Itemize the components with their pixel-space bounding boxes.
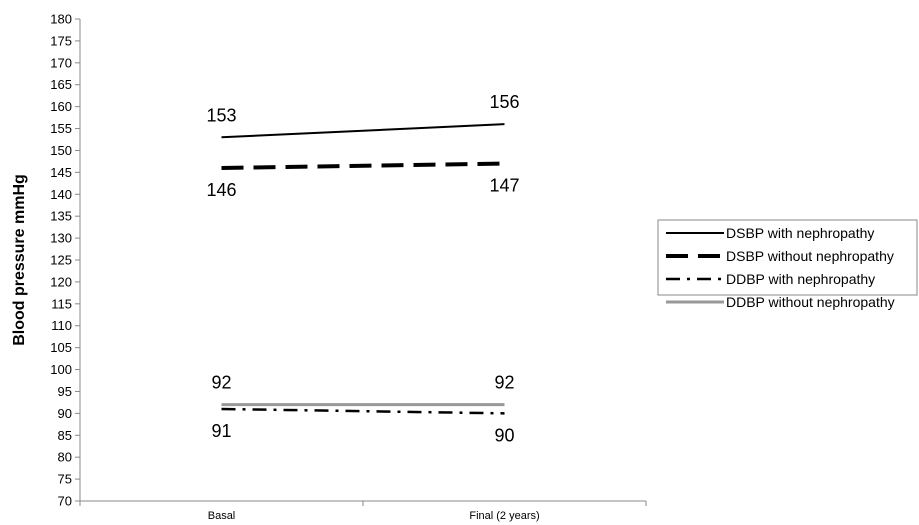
y-tick-label: 100 [50,362,72,377]
y-tick-label: 155 [50,121,72,136]
y-tick-label: 80 [58,450,72,465]
y-tick-label: 90 [58,406,72,421]
data-labels: 153 156 146 147 91 90 92 92 [206,92,519,445]
y-axis-label: Blood pressure mmHg [11,174,28,346]
series-line [221,123,505,139]
y-axis: 70 75 80 85 90 95 100 105 110 115 120 125 130 135 140 1… [50,12,81,509]
data-label: 147 [489,176,519,196]
x-axis: Basal Final (2 years) [79,500,647,522]
series-line [221,161,505,170]
data-label: 91 [211,421,231,441]
y-tick-label: 105 [50,340,72,355]
y-tick-label: 120 [50,274,72,289]
legend-label: DDBP with nephropathy [726,271,875,287]
y-tick-label: 110 [51,318,72,333]
data-label: 92 [494,373,514,393]
series-line [221,407,505,415]
x-tick-label: Basal [208,510,236,522]
legend-label: DSBP without nephropathy [726,248,894,264]
legend: DSBP with nephropathy DSBP without nephro… [657,219,918,310]
data-label: 92 [211,373,231,393]
y-tick-label: 75 [58,472,72,487]
y-tick-label: 125 [50,253,72,268]
y-tick-label: 95 [58,384,72,399]
y-tick-label: 165 [50,77,72,92]
y-tick-label: 115 [51,296,72,311]
data-label: 146 [206,180,236,200]
y-tick-label: 160 [50,99,72,114]
series-group [221,123,505,415]
y-tick-label: 135 [50,209,72,224]
y-tick-label: 180 [50,12,72,27]
data-label: 156 [489,92,519,112]
y-tick-label: 70 [58,494,72,509]
y-tick-label: 140 [50,187,72,202]
x-tick-label: Final (2 years) [469,510,539,522]
y-tick-label: 175 [50,33,72,48]
data-label: 153 [206,105,236,125]
y-tick-label: 145 [50,165,72,180]
y-tick-label: 150 [50,143,72,158]
legend-label: DDBP without nephropathy [726,294,895,310]
y-tick-label: 85 [58,428,72,443]
data-label: 90 [494,425,514,445]
y-tick-label: 170 [50,55,72,70]
y-tick-label: 130 [50,231,72,246]
legend-label: DSBP with nephropathy [726,225,874,241]
